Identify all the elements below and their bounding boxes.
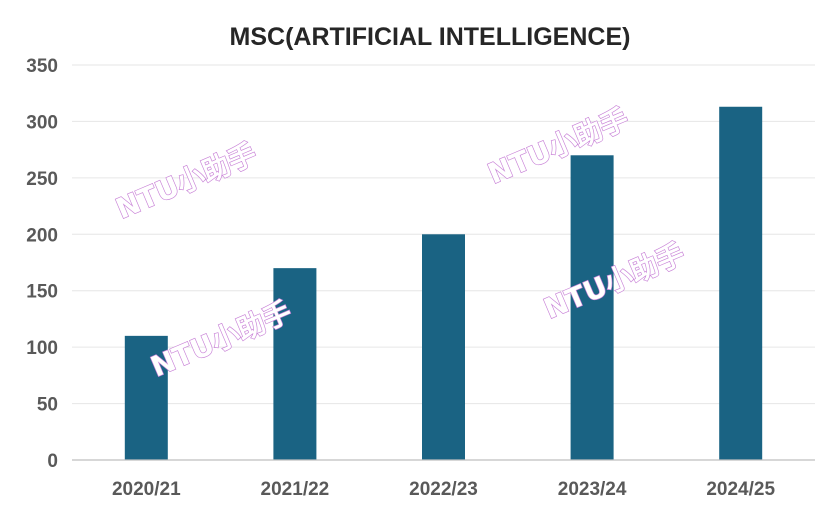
bar-2021-22 <box>273 268 317 460</box>
x-tick-label: 2024/25 <box>706 479 775 500</box>
y-axis-ticks: 0 50 100 150 200 250 300 350 <box>26 56 58 472</box>
y-tick-label: 200 <box>26 225 58 246</box>
bar-2023-24 <box>570 155 614 461</box>
y-tick-label: 300 <box>26 112 58 133</box>
bar-2024-25 <box>719 106 763 460</box>
y-tick-label: 350 <box>26 56 58 77</box>
x-tick-label: 2023/24 <box>558 479 627 500</box>
x-tick-label: 2020/21 <box>112 479 181 500</box>
x-tick-label: 2022/23 <box>409 479 478 500</box>
x-axis-ticks: 2020/21 2021/22 2022/23 2023/24 2024/25 <box>112 479 776 500</box>
bar-2020-21 <box>124 335 168 460</box>
y-tick-label: 0 <box>47 451 58 472</box>
y-tick-label: 100 <box>26 338 58 359</box>
y-tick-label: 250 <box>26 169 58 190</box>
watermark-text: NTU小助手 <box>111 137 261 226</box>
x-tick-label: 2021/22 <box>261 479 330 500</box>
bars <box>124 106 763 461</box>
bar-2022-23 <box>422 234 465 460</box>
y-tick-label: 150 <box>26 282 58 303</box>
watermark-text: NTU小助手 <box>539 237 689 326</box>
chart-title: MSC(ARTIFICIAL INTELLIGENCE) <box>230 23 631 51</box>
y-tick-label: 50 <box>37 395 58 416</box>
